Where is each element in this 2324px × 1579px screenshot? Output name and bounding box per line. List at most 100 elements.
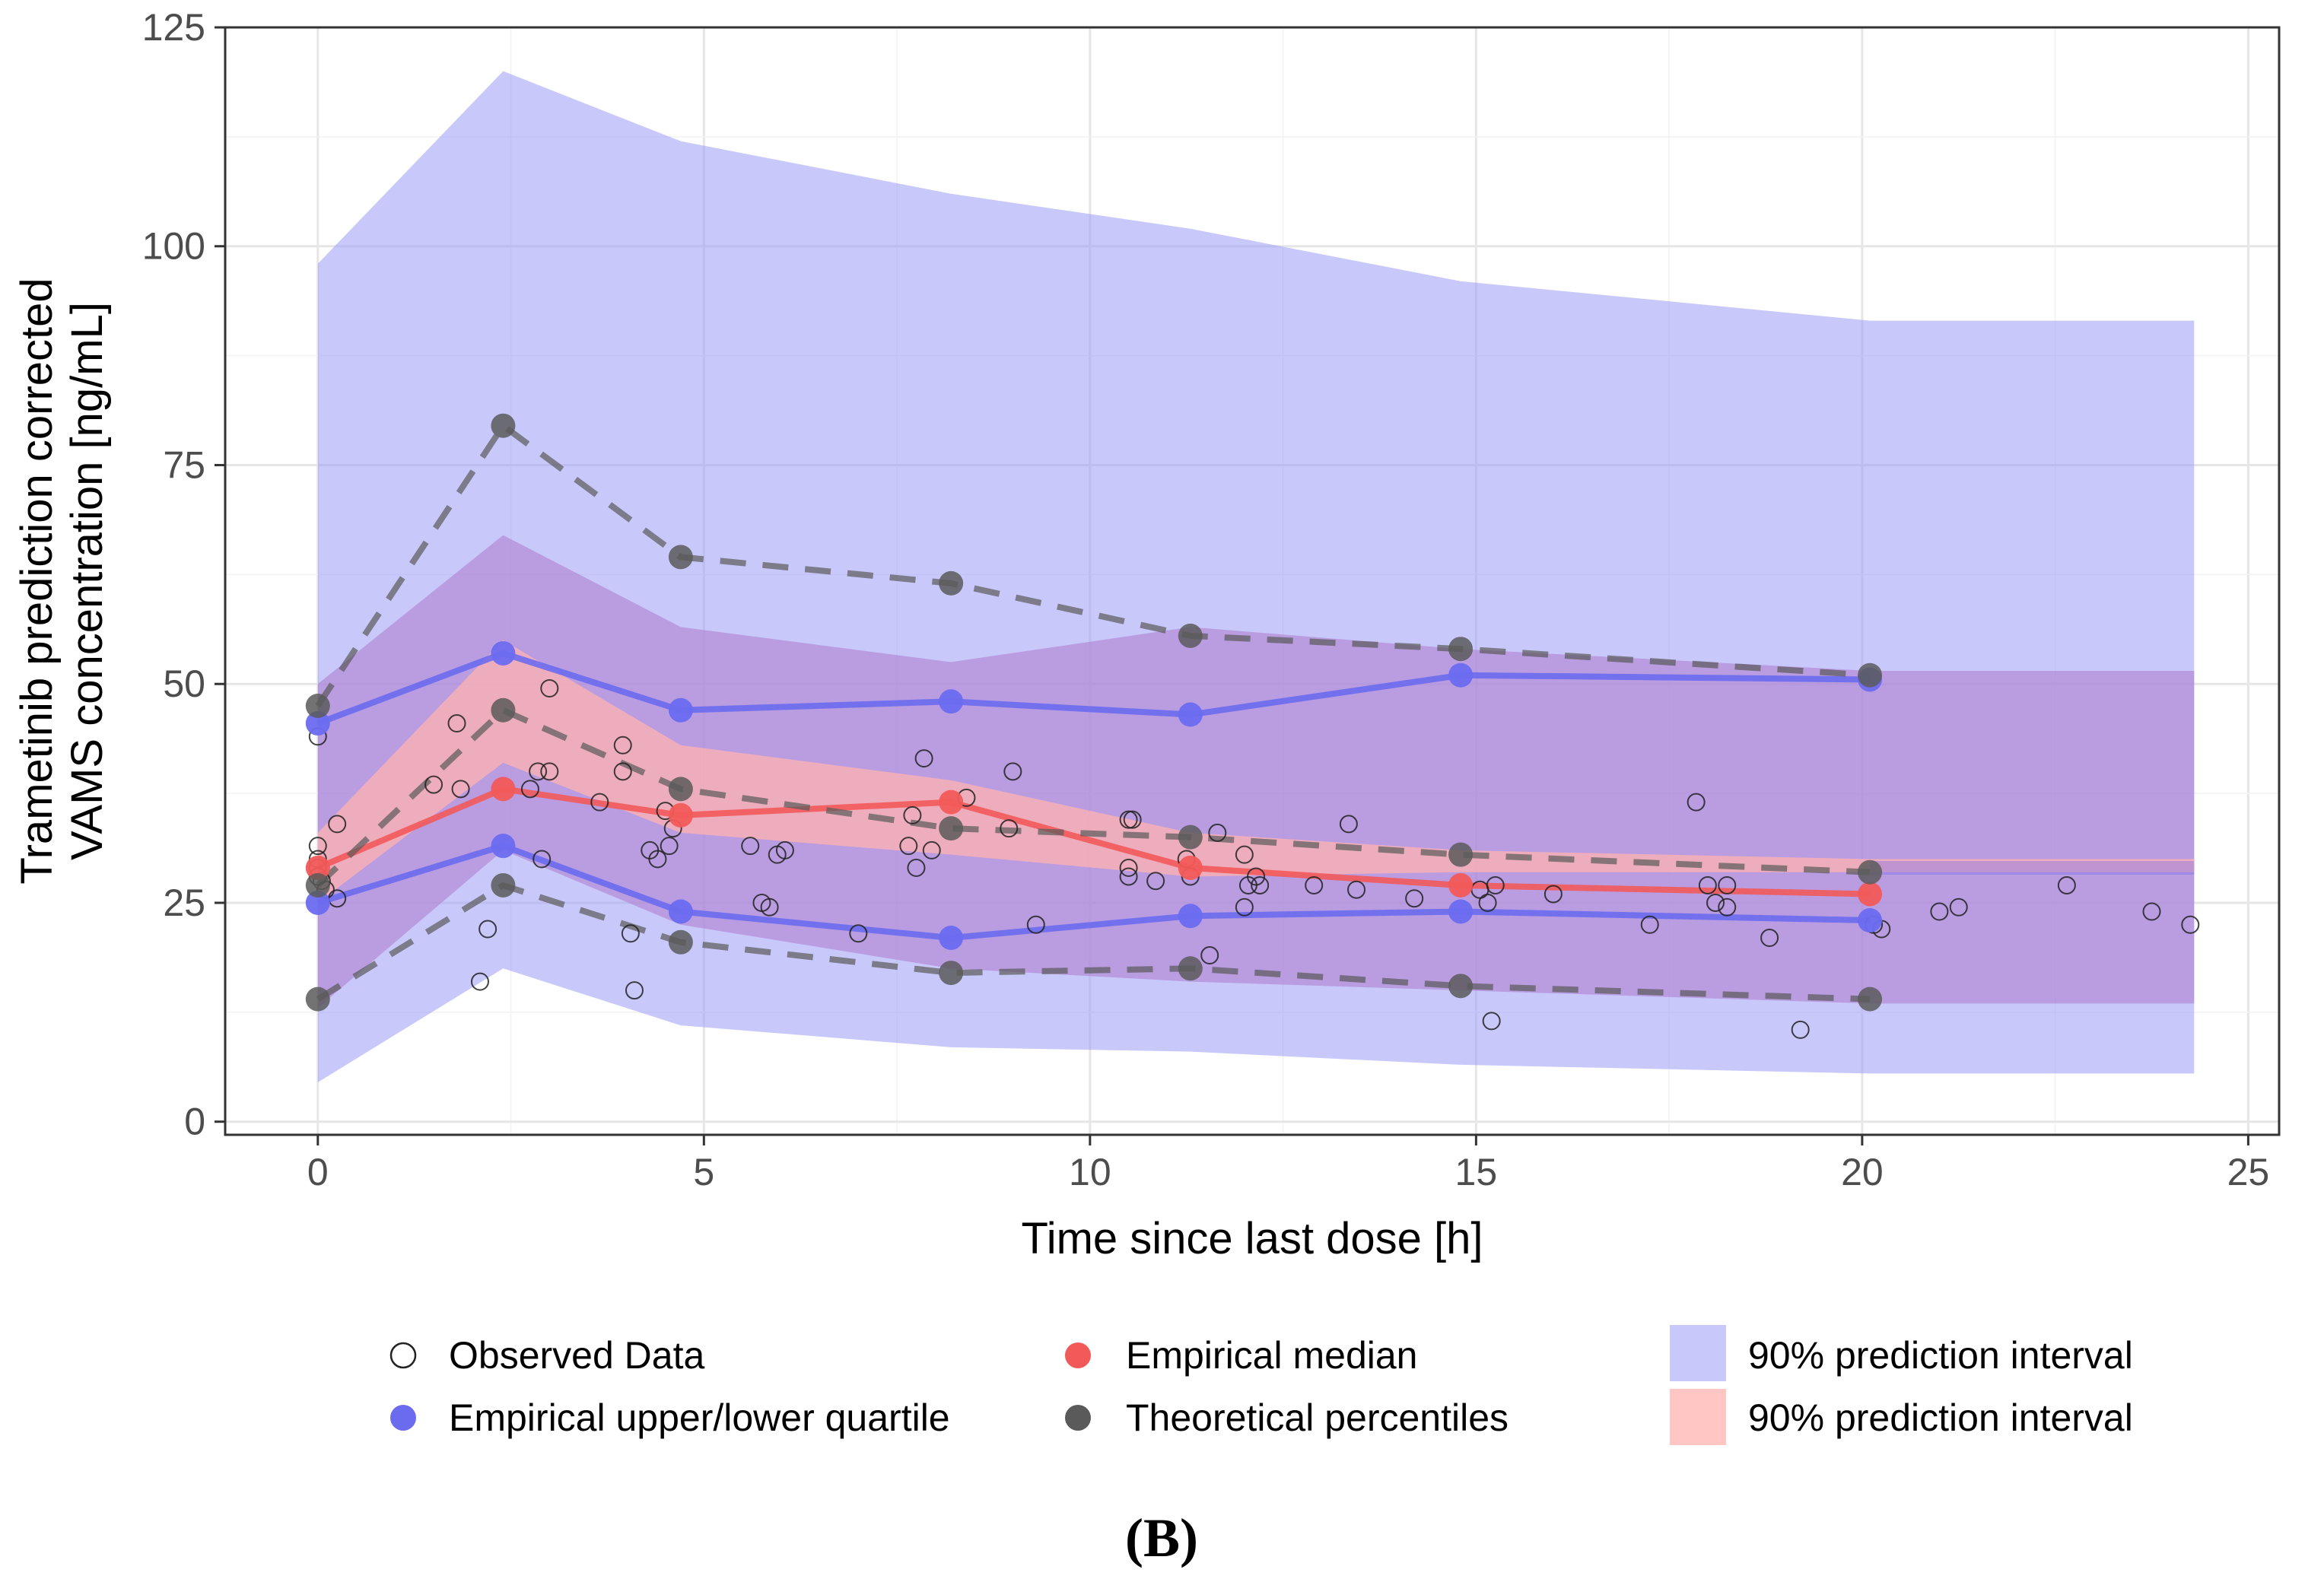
- observed-point: [1347, 880, 1366, 899]
- legend-label-quartile: Empirical upper/lower quartile: [449, 1396, 950, 1439]
- observed-point: [470, 972, 489, 991]
- observed-point: [899, 837, 918, 856]
- point-median: [1858, 882, 1883, 907]
- legend-label-median: Empirical median: [1126, 1334, 1417, 1377]
- point-quartile-upper: [305, 711, 330, 736]
- observed-point: [1949, 898, 1968, 917]
- point-theory-upper: [1448, 637, 1474, 662]
- observed-point: [1146, 872, 1165, 891]
- point-theory-upper: [1178, 623, 1203, 648]
- observed-point: [741, 837, 760, 856]
- observed-point: [478, 920, 498, 939]
- observed-point: [1544, 885, 1563, 904]
- observed-point: [1482, 1012, 1501, 1031]
- point-theory-lower: [668, 929, 693, 955]
- observed-point: [540, 678, 559, 697]
- observed-point: [1003, 762, 1022, 781]
- legend-label-observed: Observed Data: [449, 1334, 704, 1377]
- observed-point: [621, 924, 640, 943]
- observed-point: [540, 762, 559, 781]
- point-median: [1178, 855, 1203, 880]
- point-theory-upper: [668, 545, 693, 570]
- observed-point: [424, 775, 443, 794]
- observed-point: [1235, 898, 1254, 917]
- observed-point: [1026, 915, 1045, 934]
- point-theory-median: [1448, 842, 1474, 867]
- legend-key-theory-dot: [1065, 1405, 1091, 1431]
- point-theory-median: [668, 777, 693, 802]
- plot-panel: [224, 26, 2281, 1136]
- y-axis-title: Trametinib prediction corrected VAMS con…: [12, 278, 112, 884]
- point-theory-median: [1858, 859, 1883, 885]
- observed-point: [451, 780, 470, 799]
- x-tick-label: 0: [307, 1151, 329, 1193]
- legend-item-observed: Observed Data: [389, 1334, 704, 1377]
- y-tick-label: 75: [163, 443, 205, 486]
- point-theory-median: [305, 872, 330, 898]
- point-theory-median: [491, 697, 516, 723]
- point-quartile-upper: [491, 640, 516, 666]
- observed-point: [1930, 902, 1949, 921]
- observed-point: [625, 981, 644, 1000]
- observed-point: [1339, 815, 1358, 834]
- point-quartile-upper: [668, 697, 693, 723]
- observed-point: [1718, 875, 1737, 894]
- legend-key-outer-band: [1670, 1325, 1726, 1381]
- legend-label-outer-band: 90% prediction interval: [1748, 1334, 2133, 1377]
- observed-point: [590, 793, 609, 812]
- observed-point: [903, 805, 922, 824]
- observed-point: [1000, 819, 1019, 838]
- y-tick-label: 100: [142, 225, 205, 268]
- y-tick-label: 125: [142, 6, 205, 49]
- observed-point: [1640, 915, 1659, 934]
- point-quartile-lower: [491, 834, 516, 859]
- point-theory-lower: [305, 986, 330, 1012]
- observed-point: [2057, 875, 2076, 894]
- observed-point: [648, 850, 667, 869]
- observed-point: [1119, 810, 1138, 829]
- point-theory-lower: [1178, 956, 1203, 981]
- point-theory-lower: [491, 872, 516, 898]
- point-quartile-upper: [1178, 702, 1203, 727]
- observed-point: [922, 840, 941, 859]
- legend-key-median-band: [1670, 1389, 1726, 1445]
- observed-point: [1119, 867, 1138, 886]
- observed-point: [613, 735, 632, 755]
- point-quartile-lower: [939, 926, 964, 951]
- point-theory-upper: [305, 694, 330, 719]
- y-axis-title-line-2: VAMS concentration [ng/mL]: [62, 302, 112, 860]
- observed-point: [1486, 875, 1505, 894]
- point-median: [939, 790, 964, 815]
- observed-point: [1791, 1020, 1810, 1039]
- legend-key-quartile-dot: [390, 1405, 416, 1431]
- point-median: [305, 855, 330, 880]
- x-tick-label: 5: [693, 1151, 714, 1193]
- observed-point: [907, 858, 926, 877]
- point-theory-upper: [939, 570, 964, 596]
- point-quartile-upper: [1448, 662, 1474, 688]
- point-theory-upper: [491, 413, 516, 438]
- point-theory-median: [939, 816, 964, 841]
- observed-point: [1478, 893, 1497, 912]
- legend-item-median-band: 90% prediction interval: [1670, 1389, 2133, 1445]
- observed-point: [775, 840, 794, 859]
- y-axis-title-line-1: Trametinib prediction corrected: [12, 278, 62, 884]
- observed-point: [2181, 915, 2200, 934]
- observed-point: [529, 762, 548, 781]
- point-quartile-lower: [1178, 904, 1203, 929]
- legend: Observed Data Empirical upper/lower quar…: [389, 1325, 2133, 1445]
- point-median: [1448, 872, 1474, 898]
- point-quartile-lower: [1448, 899, 1474, 924]
- prediction-interval-bands: [317, 71, 2195, 1082]
- legend-item-median: Empirical median: [1065, 1334, 1417, 1377]
- x-tick-label: 20: [1841, 1151, 1884, 1193]
- legend-key-open-circle: [389, 1342, 417, 1369]
- panel-label: (B): [1125, 1508, 1198, 1568]
- observed-point: [308, 837, 327, 856]
- observed-point: [533, 850, 552, 869]
- point-quartile-lower: [1858, 908, 1883, 933]
- band-median-90pi: [317, 640, 2195, 903]
- point-quartile-lower: [668, 899, 693, 924]
- point-theory-upper: [1858, 662, 1883, 688]
- observed-point: [1251, 875, 1270, 894]
